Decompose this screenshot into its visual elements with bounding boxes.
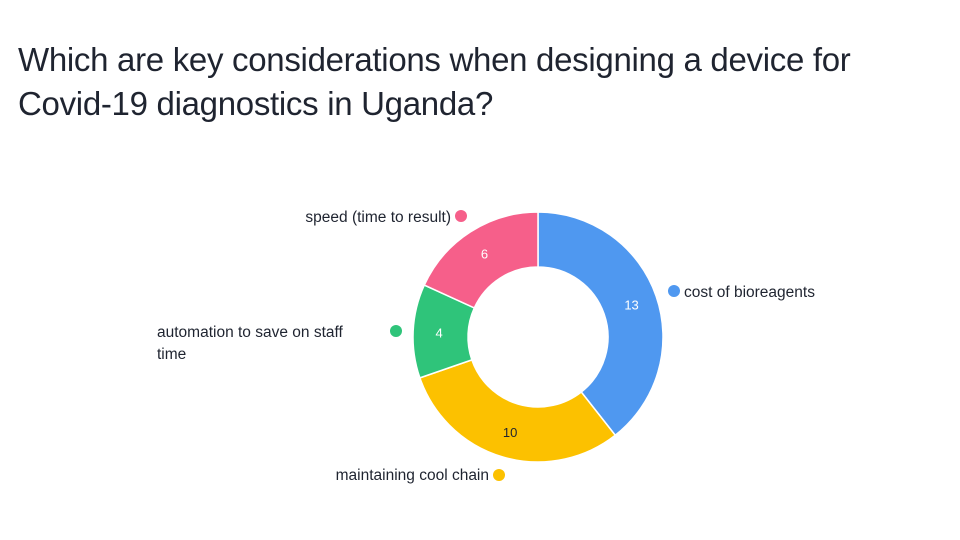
legend-label-automation-to-save-on-staff-time-line2: time (157, 346, 186, 363)
slice-cost-of-bioreagents (537, 211, 664, 437)
legend-dot-maintaining-cool-chain (493, 469, 505, 481)
slice-maintaining-cool-chain (418, 358, 617, 463)
slice-value-automation-to-save-on-staff-time: 4 (435, 325, 442, 340)
legend-label-speed-time-to-result: speed (time to result) (305, 209, 451, 226)
slice-value-maintaining-cool-chain: 10 (503, 425, 517, 440)
slide-title: Which are key considerations when design… (18, 41, 851, 122)
legend-dot-speed-time-to-result (455, 210, 467, 222)
slice-value-speed-time-to-result: 6 (481, 247, 488, 262)
legend-dot-automation-to-save-on-staff-time (390, 325, 402, 337)
slice-speed-time-to-result (423, 211, 539, 309)
legend-dot-cost-of-bioreagents (668, 285, 680, 297)
legend-label-maintaining-cool-chain: maintaining cool chain (336, 467, 489, 484)
legend-label-cost-of-bioreagents: cost of bioreagents (684, 284, 815, 301)
slice-value-cost-of-bioreagents: 13 (624, 298, 638, 313)
legend-label-automation-to-save-on-staff-time-line1: automation to save on staff (157, 324, 344, 341)
